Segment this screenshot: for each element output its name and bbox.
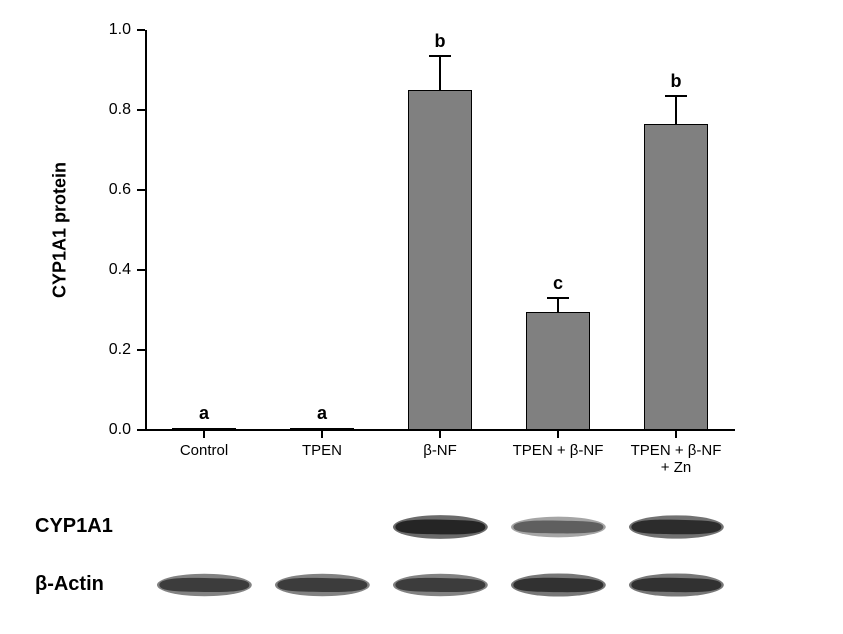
blot-row-label: CYP1A1: [35, 515, 113, 538]
x-tick-label: Control: [180, 442, 228, 459]
blot-band: [274, 563, 371, 607]
blot-band: [156, 563, 253, 607]
blot-band: [628, 563, 725, 607]
bar: [290, 428, 355, 430]
y-axis-label: CYP1A1 protein: [50, 162, 71, 298]
western-blot: CYP1A1 β-Actin: [35, 505, 735, 607]
error-bar-cap: [429, 55, 451, 57]
blot-band: [156, 505, 253, 549]
x-tick: [557, 430, 559, 438]
bar: [408, 90, 473, 430]
error-bar-cap: [665, 95, 687, 97]
blot-band: [392, 563, 489, 607]
y-tick-label: 1.0: [81, 21, 131, 39]
error-bar-cap: [547, 297, 569, 299]
bar: [526, 312, 591, 430]
figure-root: 0.0 0.2 0.4 0.6 0.8 1.0 CYP1A1 protein a Control…: [0, 0, 843, 634]
significance-label: a: [317, 403, 327, 424]
y-axis: [145, 30, 147, 430]
y-tick: [137, 189, 145, 191]
y-tick-label: 0.6: [81, 181, 131, 199]
x-tick-label: TPEN + β-NF: [513, 442, 604, 459]
y-tick-label: 0.0: [81, 421, 131, 439]
y-tick: [137, 269, 145, 271]
bar-chart: 0.00.20.40.60.81.0CYP1A1 proteinaControl…: [145, 30, 735, 430]
blot-row-label: β-Actin: [35, 573, 104, 596]
y-tick-label: 0.8: [81, 101, 131, 119]
error-bar-stem: [557, 298, 559, 312]
y-tick-label: 0.4: [81, 261, 131, 279]
bar: [644, 124, 709, 430]
bar: [172, 428, 237, 430]
blot-band: [510, 563, 607, 607]
x-tick: [439, 430, 441, 438]
significance-label: b: [435, 31, 446, 52]
significance-label: b: [671, 71, 682, 92]
blot-band: [510, 505, 607, 549]
x-tick-label: TPEN + β-NF + Zn: [631, 442, 722, 477]
error-bar-stem: [675, 96, 677, 124]
x-tick: [675, 430, 677, 438]
x-tick: [203, 430, 205, 438]
blot-band: [274, 505, 371, 549]
y-tick: [137, 109, 145, 111]
y-tick: [137, 29, 145, 31]
significance-label: c: [553, 273, 563, 294]
blot-band: [392, 505, 489, 549]
y-tick-label: 0.2: [81, 341, 131, 359]
y-tick: [137, 429, 145, 431]
error-bar-stem: [439, 56, 441, 90]
significance-label: a: [199, 403, 209, 424]
blot-band: [628, 505, 725, 549]
x-tick-label: TPEN: [302, 442, 342, 459]
y-tick: [137, 349, 145, 351]
x-tick: [321, 430, 323, 438]
x-tick-label: β-NF: [423, 442, 457, 459]
